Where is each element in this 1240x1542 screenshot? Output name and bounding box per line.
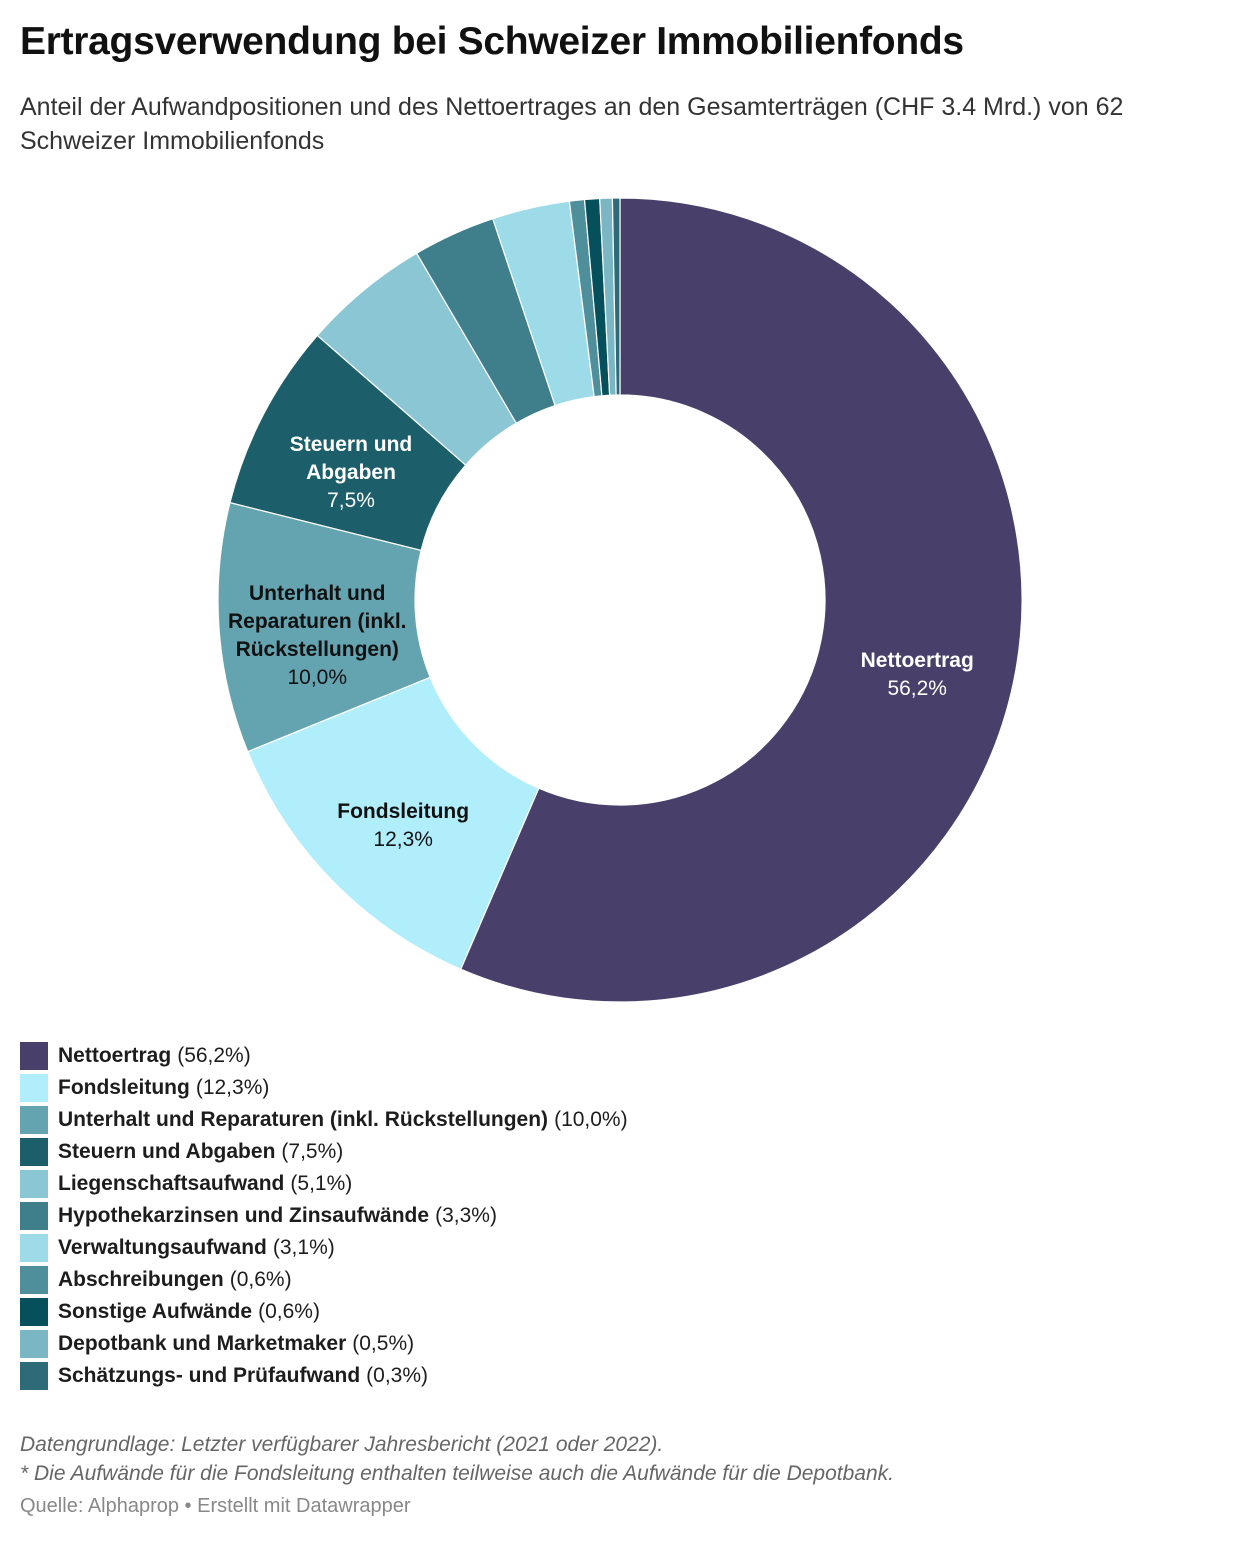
slice-name: Unterhalt und Reparaturen (inkl. Rückste… [227, 581, 407, 661]
legend-label: Liegenschaftsaufwand [58, 1172, 285, 1195]
legend-label: Depotbank und Marketmaker [58, 1332, 347, 1355]
slice-name: Nettoertrag [860, 649, 974, 673]
legend-value: 3,3% [435, 1204, 497, 1228]
slice-label: Unterhalt und Reparaturen (inkl. Rückste… [217, 580, 417, 692]
legend-value: 56,2% [177, 1044, 251, 1068]
legend-label: Steuern und Abgaben [58, 1140, 276, 1163]
legend-item: Schätzungs- und Prüfaufwand0,3% [20, 1360, 628, 1392]
legend-swatch [20, 1106, 48, 1134]
slice [611, 197, 621, 396]
legend-value: 0,5% [352, 1332, 414, 1356]
slice-label: Nettoertrag 56,2% [817, 647, 1017, 703]
slice-value: 12,3% [373, 828, 433, 852]
legend-item: Verwaltungsaufwand 3,1% [20, 1232, 628, 1264]
legend-item: Abschreibungen 0,6% [20, 1264, 628, 1296]
slice [459, 197, 1023, 1003]
notes: Datengrundlage: Letzter verfügbarer Jahr… [20, 1430, 894, 1488]
legend-item: Unterhalt und Reparaturen (inkl. Rückste… [20, 1104, 628, 1136]
legend-swatch [20, 1042, 48, 1070]
legend-label: Nettoertrag [58, 1044, 172, 1067]
note: * Die Aufwände für die Fondsleitung enth… [20, 1462, 895, 1485]
legend-value: 0,6% [258, 1300, 320, 1324]
legend-item: Fondsleitung 12,3% [20, 1072, 628, 1104]
legend-swatch [20, 1074, 48, 1102]
legend-swatch [20, 1362, 48, 1390]
legend-value: 10,0% [554, 1108, 628, 1132]
legend-value: 0,6% [230, 1268, 292, 1292]
legend-item: Sonstige Aufwände0,6% [20, 1296, 628, 1328]
slice [217, 501, 431, 753]
legend-label: Schätzungs- und Prüfaufwand [58, 1364, 361, 1387]
legend-item: Hypothekarzinsen und Zinsaufwände3,3% [20, 1200, 628, 1232]
legend-swatch [20, 1138, 48, 1166]
legend-swatch [20, 1202, 48, 1230]
legend-label: Verwaltungsaufwand [58, 1236, 267, 1259]
legend-label: Fondsleitung [58, 1076, 190, 1099]
slice-label: Steuern und Abgaben 7,5% [276, 431, 426, 515]
legend-swatch [20, 1266, 48, 1294]
legend-label: Unterhalt und Reparaturen (inkl. Rückste… [58, 1108, 549, 1131]
slice-name: Fondsleitung [337, 800, 470, 824]
legend-item: Depotbank und Marketmaker0,5% [20, 1328, 628, 1360]
source: Quelle: Alphaprop • Erstellt mit Datawra… [20, 1495, 411, 1517]
legend-value: 0,3% [366, 1364, 428, 1388]
slice-value: 7,5% [327, 489, 375, 513]
legend-swatch [20, 1170, 48, 1198]
donut [217, 197, 1023, 1003]
slice [246, 676, 540, 970]
slice-name: Steuern und Abgaben [289, 433, 413, 485]
legend-label: Sonstige Aufwände [58, 1300, 253, 1323]
note: Datengrundlage: Letzter verfügbarer Jahr… [20, 1433, 664, 1456]
legend-value: 5,1% [290, 1172, 352, 1196]
legend-swatch [20, 1330, 48, 1358]
slice-value: 56,2% [887, 677, 947, 701]
chart-title: Ertragsverwendung bei Schweizer Immobili… [20, 20, 964, 63]
slice-value: 10,0% [287, 665, 348, 689]
legend-value: 12,3% [196, 1076, 270, 1100]
legend-swatch [20, 1234, 48, 1262]
legend-label: Abschreibungen [58, 1268, 224, 1291]
chart-subtitle: Anteil der Aufwandpositionen und des Net… [20, 93, 1124, 155]
legend-swatch [20, 1298, 48, 1326]
legend-value: 7,5% [281, 1140, 343, 1164]
legend-value: 3,1% [273, 1236, 335, 1260]
legend-item: Liegenschaftsaufwand5,1% [20, 1168, 628, 1200]
legend-label: Hypothekarzinsen und Zinsaufwände [58, 1204, 430, 1227]
slice-label: Fondsleitung 12,3% [303, 798, 503, 854]
